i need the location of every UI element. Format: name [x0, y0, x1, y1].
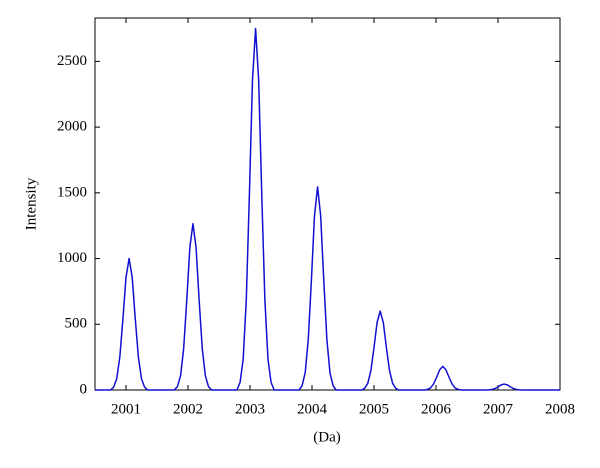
y-tick-label: 2500 [57, 53, 87, 69]
x-tick-label: 2005 [359, 401, 389, 417]
x-tick-label: 2008 [545, 401, 575, 417]
x-tick-label: 2006 [421, 401, 452, 417]
y-tick-label: 2000 [57, 119, 87, 135]
y-tick-label: 1000 [57, 250, 87, 266]
x-tick-label: 2004 [297, 401, 328, 417]
y-tick-label: 500 [65, 316, 88, 332]
y-tick-label: 1500 [57, 184, 87, 200]
data-line [95, 27, 560, 391]
x-tick-label: 2007 [483, 401, 514, 417]
y-axis-label: Intensity [23, 177, 39, 230]
x-tick-label: 2001 [111, 401, 141, 417]
x-axis-label: (Da) [313, 429, 340, 445]
plot-frame [94, 17, 561, 391]
x-tick-label: 2002 [173, 401, 203, 417]
y-tick-label: 0 [80, 381, 88, 397]
x-tick-label: 2003 [235, 401, 265, 417]
